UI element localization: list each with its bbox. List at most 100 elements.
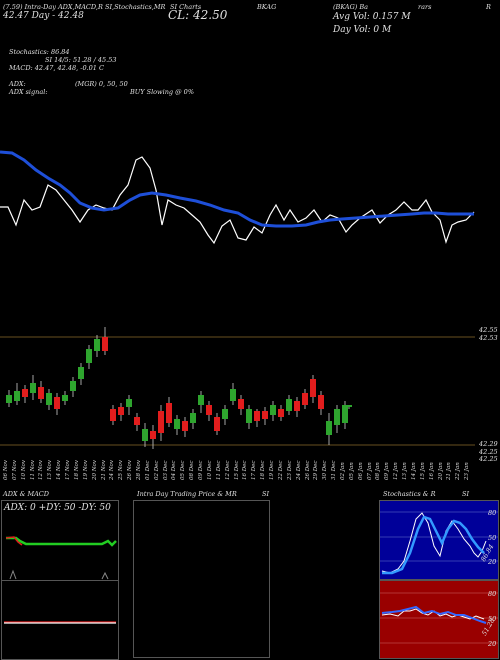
candle-body [326, 421, 332, 435]
rsi-panel: 80 50 20 51.28 [379, 580, 499, 659]
candle-body [346, 405, 352, 407]
date-label: 15 Dec [233, 460, 240, 481]
candle-body [70, 381, 76, 391]
candle-body [206, 405, 212, 415]
stochastics-plot [380, 511, 498, 575]
candle-body [142, 429, 148, 441]
date-label: 12 Nov [38, 460, 45, 480]
candle-body [54, 397, 60, 409]
date-label: 23 Dec [286, 460, 293, 481]
date-label: 16 Jan [428, 462, 435, 480]
candle-body [254, 411, 260, 421]
candle-body [286, 399, 292, 411]
date-label: 19 Nov [82, 460, 89, 480]
candle-body [310, 379, 316, 397]
date-label: 08 Jan [375, 462, 382, 480]
candle-body [198, 395, 204, 405]
price-line [0, 156, 475, 245]
adx-macd-title: ADX & MACD [3, 490, 49, 498]
price-ma-chart [0, 150, 475, 245]
adx-label: ADX: [9, 80, 26, 88]
stochastics-panel: 80 50 20 86.84 [379, 500, 499, 580]
rsi-blue-line [381, 605, 487, 624]
header-company: (BKAG) Ba [333, 3, 369, 11]
price-label-bottom-2: 42.25 [479, 448, 498, 456]
candle-body [174, 419, 180, 429]
candle-body [94, 339, 100, 351]
candle-body [222, 409, 228, 419]
rsi-plot [380, 592, 498, 644]
candle-body [46, 393, 52, 405]
candle-body [134, 417, 140, 425]
date-label: 28 Nov [136, 460, 143, 480]
candlestick-chart [0, 327, 475, 449]
candle-body [38, 387, 44, 399]
date-label: 18 Nov [73, 460, 80, 480]
price-label-top-1: 42.55 [479, 326, 498, 334]
candle-body [6, 395, 12, 403]
date-label: 30 Dec [322, 460, 329, 481]
candle-body [102, 337, 108, 351]
header-rars: rars [418, 3, 432, 11]
date-label: 03 Dec [162, 460, 169, 481]
macd-plot [4, 621, 116, 624]
date-label: 16 Dec [242, 460, 249, 481]
date-label: 15 Jan [419, 462, 426, 480]
date-label: 17 Dec [251, 460, 258, 481]
candle-body [86, 349, 92, 363]
candle-body [14, 391, 20, 401]
date-label: 08 Dec [189, 460, 196, 481]
stochastics-si: SI [462, 490, 470, 498]
candle-body [62, 395, 68, 401]
candle-body [158, 411, 164, 433]
candle-body [22, 389, 28, 397]
candle-body [278, 409, 284, 417]
header-indicators-list: SI,Stochastics,MR [105, 3, 166, 11]
date-label: 26 Dec [304, 460, 311, 481]
adx-values: ADX: 0 +DY: 50 -DY: 50 [4, 503, 111, 513]
header-ticker: BKAG [257, 3, 277, 11]
date-label: 31 Dec [331, 460, 338, 481]
date-label: 12 Dec [224, 460, 231, 481]
candle-body [302, 393, 308, 405]
macd-value: MACD: 42.47, 42.48, -0.01 C [9, 64, 104, 72]
date-label: 25 Nov [118, 460, 125, 480]
avg-volume: Avg Vol: 0.157 M [333, 12, 411, 22]
date-label: 26 Nov [127, 460, 134, 480]
date-label: 06 Nov [3, 460, 9, 480]
candle-body [110, 409, 116, 421]
candle-body [270, 405, 276, 415]
buy-slowing-signal: BUY Slowing @ 0% [130, 88, 194, 96]
date-label: 12 Jan [393, 462, 400, 480]
stochastics-value: Stochastics: 86.84 [9, 48, 70, 56]
date-label: 21 Nov [100, 460, 107, 480]
date-label: 20 Jan [437, 462, 444, 480]
price-label-top-2: 42.53 [479, 334, 498, 342]
date-label: 07 Jan [366, 462, 373, 480]
moving-average-line [0, 150, 474, 228]
adx-signal-label: ADX signal: [9, 88, 48, 96]
adx-panel: ADX: 0 +DY: 50 -DY: 50 [1, 500, 119, 582]
date-label: 01 Dec [144, 460, 151, 481]
intraday-panel [133, 500, 270, 658]
stoch-scale-80: 80 [488, 509, 497, 517]
adx-spike-1 [9, 569, 17, 580]
date-label: 09 Jan [384, 462, 391, 480]
header-line1: (7.59) Intra-Day ADX,MACD,R [3, 3, 103, 11]
candle-body [126, 399, 132, 407]
date-label: 13 Jan [402, 462, 409, 480]
date-label: 09 Dec [198, 460, 205, 481]
close-price: CL: 42.50 [168, 8, 228, 22]
date-label: 21 Jan [446, 462, 453, 480]
date-label: 23 Jan [464, 462, 471, 480]
date-label: 13 Nov [47, 460, 54, 480]
candle-body [334, 409, 340, 425]
intraday-si: SI [262, 490, 270, 498]
macd-panel [1, 580, 119, 660]
candle-body [166, 403, 172, 423]
adx-spike-2 [101, 571, 109, 580]
date-label: 11 Nov [29, 460, 36, 480]
date-label: 10 Nov [20, 460, 27, 480]
candle-body [342, 405, 348, 423]
date-label: 10 Dec [206, 460, 213, 481]
